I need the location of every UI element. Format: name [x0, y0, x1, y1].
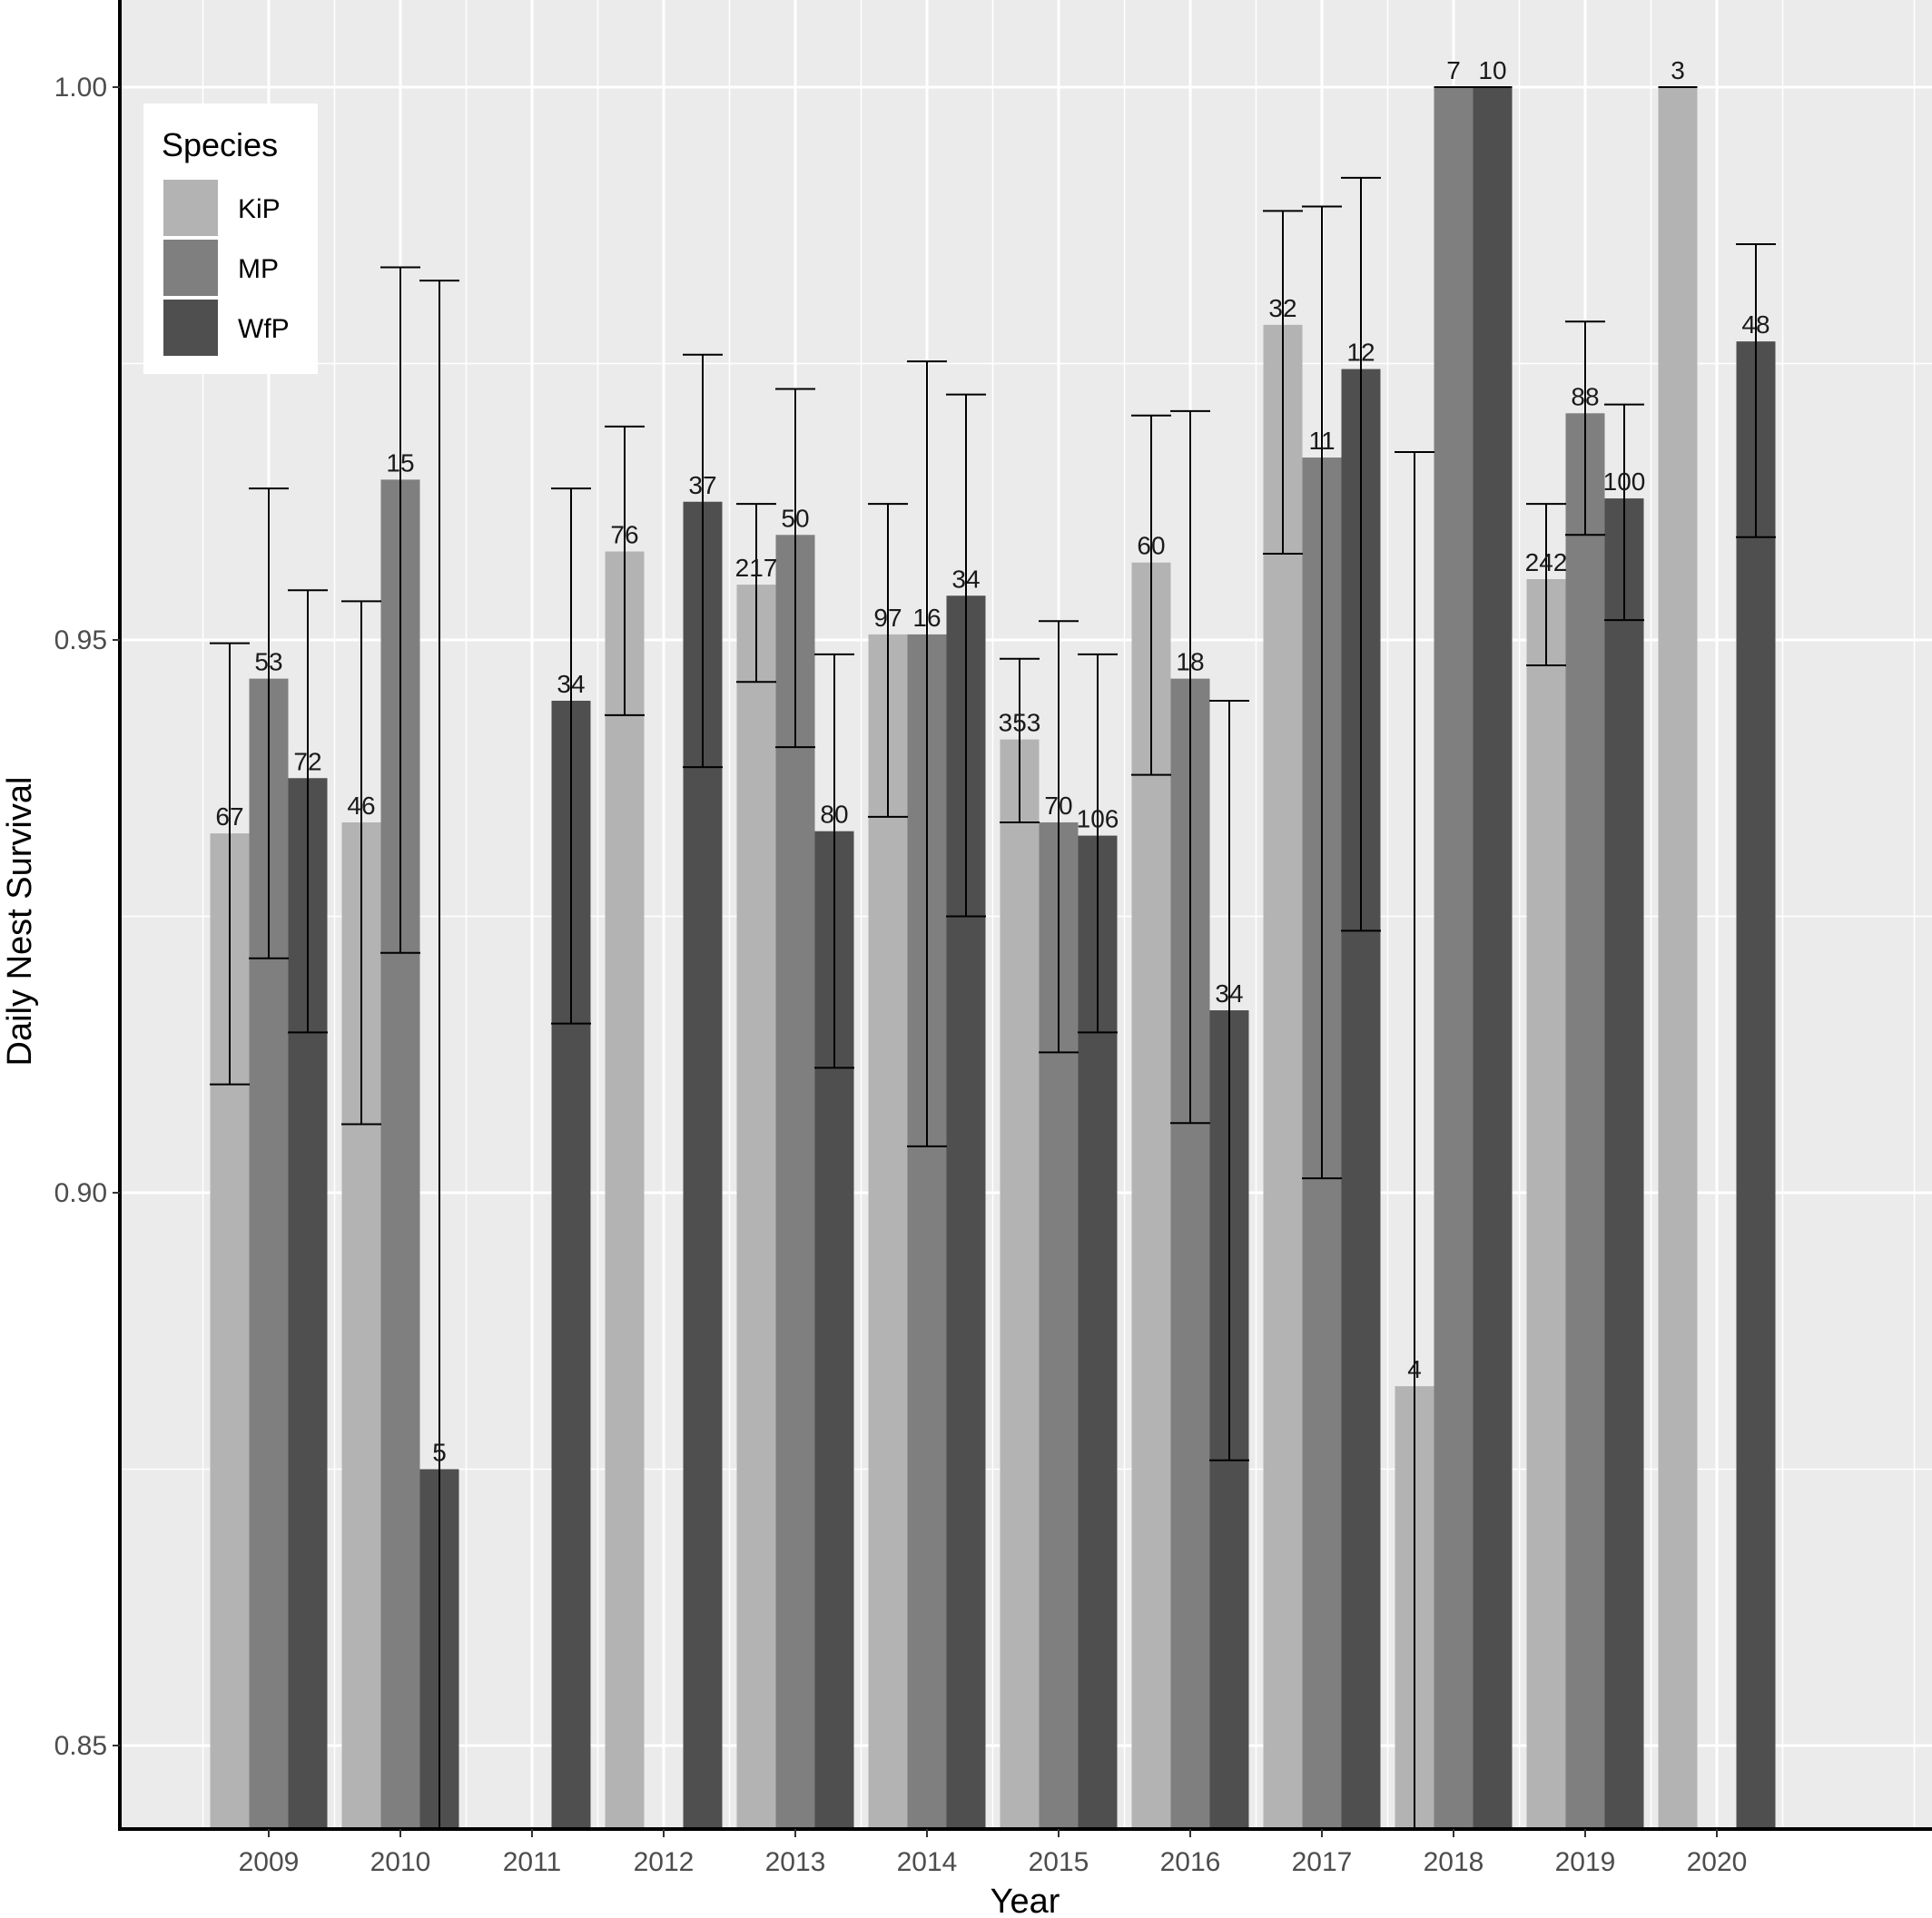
legend: Species KiP MP WfP: [143, 103, 318, 374]
bar-wfp-2020: [1736, 341, 1776, 1829]
bar-label-wfp-2016: 34: [1215, 979, 1243, 1008]
bar-mp-2018: [1434, 87, 1474, 1829]
bar-label-mp-2015: 70: [1044, 792, 1072, 820]
bar-label-mp-2017: 11: [1308, 427, 1335, 455]
bar-label-wfp-2017: 12: [1346, 339, 1375, 367]
x-tick-label: 2012: [634, 1847, 695, 1877]
x-tick-label: 2016: [1160, 1847, 1221, 1877]
bar-label-kip-2012: 76: [610, 521, 638, 549]
bar-mp-2019: [1565, 413, 1605, 1829]
bar-label-kip-2020: 3: [1671, 56, 1685, 84]
error-bars: [210, 176, 1776, 1829]
x-tick-label: 2020: [1687, 1847, 1748, 1877]
bar-mp-2013: [775, 535, 815, 1829]
legend-key-kip: [163, 180, 218, 236]
bar-label-kip-2016: 60: [1137, 532, 1165, 560]
bar-label-mp-2018: 7: [1446, 56, 1461, 84]
bar-wfp-2018: [1473, 87, 1513, 1829]
bar-kip-2012: [605, 551, 645, 1829]
bar-label-kip-2018: 4: [1407, 1355, 1422, 1383]
bar-label-kip-2019: 242: [1525, 548, 1568, 576]
bar-label-kip-2014: 97: [873, 604, 902, 632]
x-tick-label: 2018: [1424, 1847, 1484, 1877]
bar-label-wfp-2013: 80: [820, 801, 848, 829]
bar-label-kip-2015: 353: [999, 709, 1041, 737]
bar-label-wfp-2019: 100: [1603, 467, 1646, 496]
y-tick-label: 0.95: [54, 625, 107, 655]
x-tick-label: 2017: [1292, 1847, 1353, 1877]
legend-label-kip: KiP: [238, 194, 281, 224]
bar-label-wfp-2011: 34: [557, 670, 585, 698]
bar-label-wfp-2012: 37: [688, 471, 716, 499]
x-tick-label: 2011: [503, 1847, 562, 1877]
bar-label-mp-2010: 15: [386, 448, 414, 477]
bar-label-wfp-2015: 106: [1077, 805, 1119, 833]
bar-label-kip-2010: 46: [347, 792, 375, 820]
x-axis-title: Year: [991, 1883, 1060, 1918]
bar-kip-2017: [1263, 324, 1303, 1829]
bar-label-wfp-2020: 48: [1741, 310, 1769, 339]
bar-label-wfp-2009: 72: [293, 747, 321, 775]
y-axis-ticks: 0.85 0.90 0.95 1.00: [54, 73, 120, 1761]
bar-label-kip-2009: 67: [215, 802, 243, 831]
legend-title: Species: [162, 126, 278, 163]
bar-label-kip-2013: 217: [735, 554, 778, 582]
bar-kip-2015: [1000, 739, 1040, 1829]
x-tick-label: 2013: [765, 1847, 826, 1877]
bar-label-wfp-2018: 10: [1478, 56, 1506, 84]
x-tick-label: 2019: [1555, 1847, 1616, 1877]
x-tick-label: 2015: [1029, 1847, 1089, 1877]
bar-label-mp-2019: 88: [1571, 382, 1599, 410]
bar-wfp-2019: [1604, 498, 1644, 1830]
bar-label-wfp-2010: 5: [432, 1439, 447, 1467]
bar-kip-2013: [736, 585, 776, 1829]
x-tick-label: 2009: [239, 1847, 300, 1877]
legend-key-wfp: [163, 300, 218, 356]
bar-label-mp-2013: 50: [781, 504, 809, 532]
y-axis-title: Daily Nest Survival: [1, 777, 39, 1067]
bar-kip-2019: [1526, 579, 1566, 1829]
bar-kip-2014: [868, 634, 908, 1830]
bar-label-mp-2014: 16: [912, 604, 941, 632]
y-tick-label: 0.90: [54, 1178, 107, 1208]
x-axis-ticks: 2009 2010 2011 2012 2013 2014 2015 2016 2017 2018…: [239, 1829, 1748, 1877]
bar-kip-2020: [1658, 87, 1698, 1829]
bar-label-kip-2017: 32: [1268, 294, 1296, 322]
legend-key-mp: [163, 240, 218, 296]
bar-label-mp-2016: 18: [1176, 648, 1204, 676]
bar-labels: 67 46762179735360324242353155016701811788…: [215, 56, 1769, 1467]
x-tick-label: 2014: [897, 1847, 958, 1877]
bar-label-mp-2009: 53: [254, 648, 282, 676]
legend-items: KiP MP WfP: [163, 180, 290, 356]
x-tick-label: 2010: [370, 1847, 431, 1877]
legend-label-wfp: WfP: [238, 314, 290, 344]
y-tick-label: 0.85: [54, 1731, 107, 1761]
legend-label-mp: MP: [238, 254, 279, 284]
y-tick-label: 1.00: [54, 73, 107, 103]
bar-label-wfp-2014: 34: [951, 565, 980, 593]
